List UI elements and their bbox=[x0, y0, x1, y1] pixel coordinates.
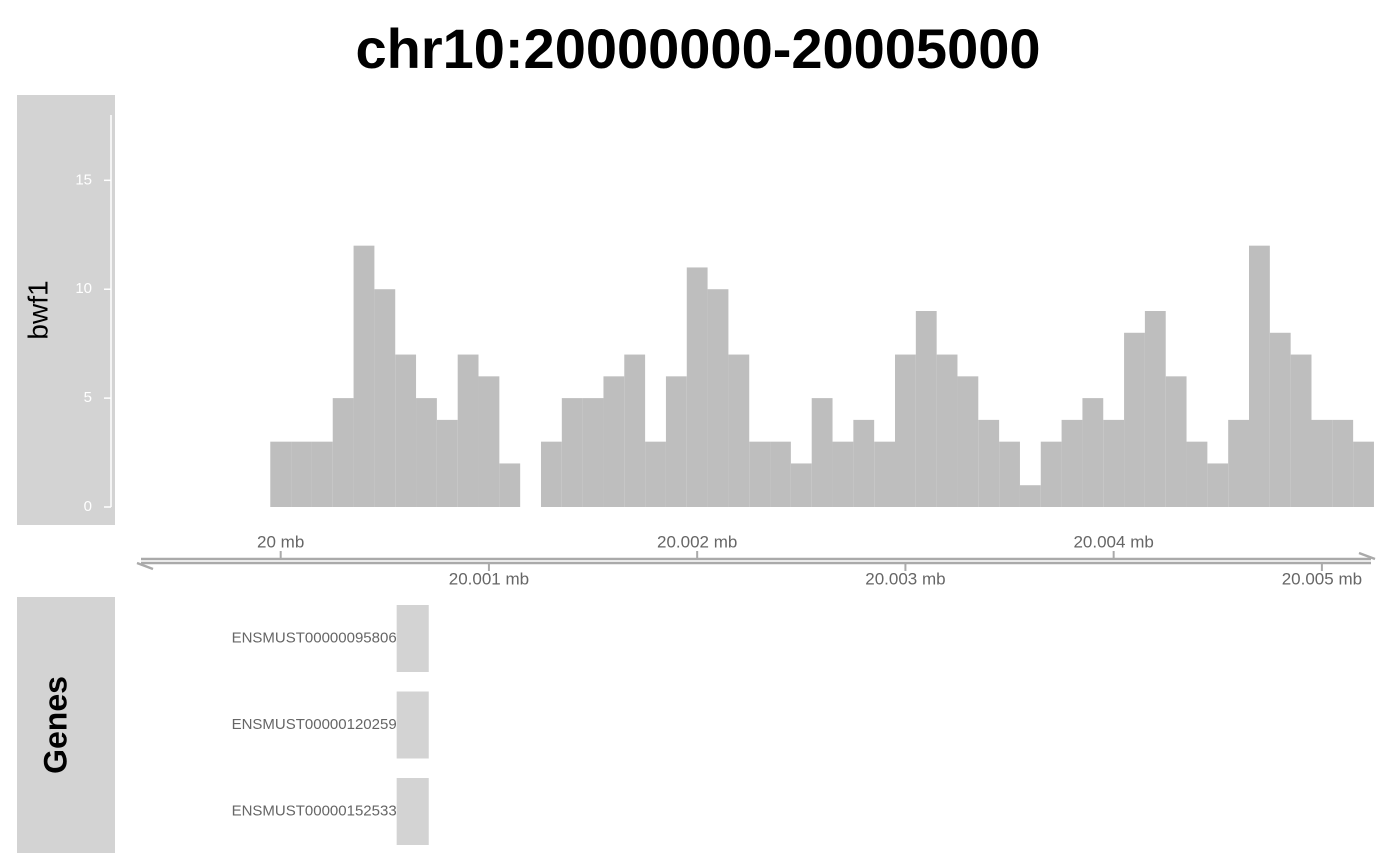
gene-label: ENSMUST00000095806 bbox=[232, 629, 397, 646]
x-tick-label: 20.001 mb bbox=[449, 569, 529, 588]
track-panel bbox=[17, 597, 115, 853]
coverage-bar bbox=[1165, 376, 1187, 507]
coverage-bar bbox=[1332, 419, 1354, 507]
coverage-bar bbox=[665, 376, 687, 507]
x-tick-label: 20 mb bbox=[257, 532, 304, 551]
axis-arrow bbox=[136, 561, 154, 571]
coverage-bar bbox=[728, 354, 750, 507]
gene-box bbox=[396, 778, 429, 845]
coverage-bar bbox=[1019, 485, 1041, 507]
coverage-bar bbox=[1353, 441, 1374, 507]
gene-label: ENSMUST00000152533 bbox=[232, 802, 397, 819]
coverage-bar bbox=[915, 311, 937, 507]
coverage-bar bbox=[874, 441, 896, 507]
gene-label: ENSMUST00000120259 bbox=[232, 716, 397, 733]
coverage-bar bbox=[353, 245, 375, 507]
coverage-bar bbox=[1207, 463, 1229, 507]
coverage-bar bbox=[1290, 354, 1312, 507]
coverage-bar bbox=[853, 419, 875, 507]
coverage-bar bbox=[332, 398, 354, 507]
coverage-bar bbox=[624, 354, 646, 507]
coverage-bar bbox=[457, 354, 479, 507]
coverage-bar bbox=[686, 267, 708, 507]
coverage-bar bbox=[936, 354, 958, 507]
x-tick-label: 20.002 mb bbox=[657, 532, 737, 551]
coverage-bar bbox=[1228, 419, 1250, 507]
x-tick-label: 20.004 mb bbox=[1073, 532, 1153, 551]
coverage-bar bbox=[1249, 245, 1270, 507]
coverage-bar bbox=[374, 289, 396, 507]
coverage-bar bbox=[645, 441, 666, 507]
y-tick-label: 10 bbox=[75, 280, 92, 297]
coverage-bar bbox=[1103, 419, 1125, 507]
coverage-bar bbox=[978, 419, 1000, 507]
coverage-bar bbox=[1269, 332, 1291, 507]
y-tick-label: 0 bbox=[84, 498, 92, 515]
coverage-bar bbox=[395, 354, 417, 507]
coverage-bar bbox=[561, 398, 583, 507]
coverage-bar bbox=[832, 441, 854, 507]
coverage-bar bbox=[1082, 398, 1104, 507]
coverage-bar bbox=[270, 441, 292, 507]
coverage-bar bbox=[1040, 441, 1062, 507]
axis-arrow bbox=[1358, 551, 1376, 561]
coverage-bar bbox=[1124, 332, 1145, 507]
coverage-bar bbox=[582, 398, 604, 507]
gene-box bbox=[396, 605, 429, 672]
coverage-bar bbox=[1186, 441, 1208, 507]
coverage-bar bbox=[603, 376, 625, 507]
coverage-bar bbox=[999, 441, 1020, 507]
y-tick-label: 15 bbox=[75, 171, 92, 188]
coverage-bar bbox=[436, 419, 458, 507]
coverage-bar bbox=[540, 441, 562, 507]
coverage-bar bbox=[1144, 311, 1166, 507]
coverage-bar bbox=[707, 289, 729, 507]
x-tick-label: 20.005 mb bbox=[1282, 569, 1362, 588]
chart-title: chr10:20000000-20005000 bbox=[355, 17, 1040, 80]
coverage-bar bbox=[291, 441, 312, 507]
track-label: bwf1 bbox=[22, 280, 53, 339]
x-tick-label: 20.003 mb bbox=[865, 569, 945, 588]
y-tick-label: 5 bbox=[84, 389, 92, 406]
coverage-bar bbox=[1311, 419, 1333, 507]
track-panel bbox=[17, 95, 115, 525]
coverage-bar bbox=[790, 463, 812, 507]
coverage-bar bbox=[749, 441, 771, 507]
coverage-bar bbox=[499, 463, 521, 507]
coverage-bar bbox=[770, 441, 791, 507]
coverage-bar bbox=[811, 398, 833, 507]
coverage-bar bbox=[478, 376, 500, 507]
coverage-bar bbox=[311, 441, 333, 507]
coverage-bar bbox=[957, 376, 979, 507]
coverage-bar bbox=[416, 398, 437, 507]
coverage-bar bbox=[895, 354, 916, 507]
coverage-bar bbox=[1061, 419, 1083, 507]
track-label: Genes bbox=[37, 676, 73, 774]
gene-box bbox=[396, 691, 429, 759]
